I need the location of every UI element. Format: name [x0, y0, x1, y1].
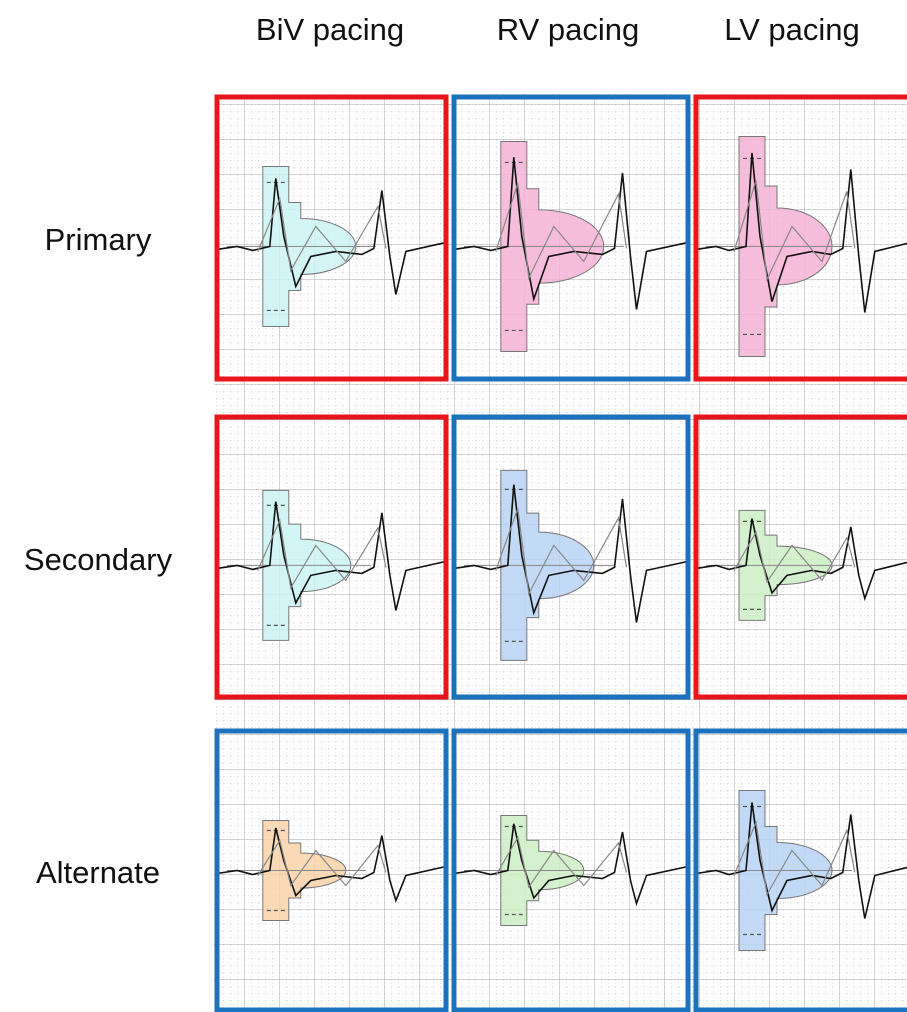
- row-label: Secondary: [24, 542, 173, 577]
- page: BiV pacing RV pacing LV pacing Primary S…: [0, 0, 907, 1012]
- figure: BiV pacing RV pacing LV pacing Primary S…: [0, 0, 907, 1012]
- row-label: Primary: [45, 222, 152, 257]
- panels: [217, 97, 907, 1010]
- row-label: Alternate: [36, 855, 160, 890]
- column-header: BiV pacing: [256, 12, 404, 47]
- column-header: LV pacing: [724, 12, 860, 47]
- column-header: RV pacing: [497, 12, 639, 47]
